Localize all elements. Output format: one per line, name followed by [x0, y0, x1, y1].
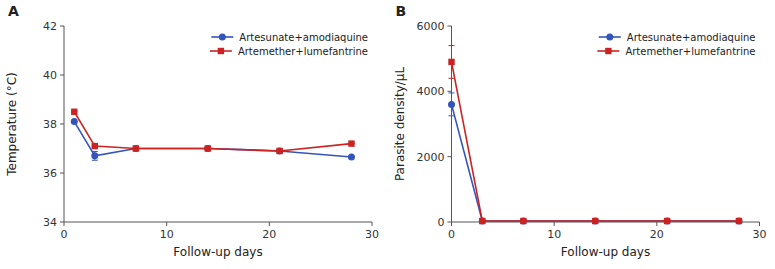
y-tick — [448, 156, 452, 157]
series-line — [74, 122, 351, 158]
data-point — [592, 218, 598, 224]
data-point — [592, 218, 599, 225]
data-point — [479, 218, 486, 225]
error-cap — [449, 92, 455, 93]
x-tick-label: 30 — [365, 228, 379, 241]
x-tick — [554, 222, 555, 226]
panel: A 0 10 20 30 34 36 38 40 42 Follow-up days Temperat… — [5, 3, 379, 259]
error-cap — [92, 160, 98, 161]
x-tick — [269, 222, 270, 226]
y-tick-label: 4000 — [417, 85, 445, 98]
y-tick — [60, 222, 64, 223]
data-point — [204, 145, 211, 152]
data-point — [520, 218, 527, 225]
series-line — [452, 104, 739, 221]
x-axis-label: Follow-up days — [173, 245, 262, 259]
x-tick-label: 0 — [61, 228, 68, 241]
y-tick-label: 42 — [43, 20, 57, 33]
x-tick — [372, 222, 373, 226]
y-axis-label: Temperature (°C) — [5, 72, 19, 177]
y-tick-label: 0 — [438, 216, 445, 229]
x-tick-label: 0 — [448, 228, 455, 241]
data-point — [132, 145, 139, 152]
x-axis-label: Follow-up days — [561, 245, 650, 259]
x-tick-label: 10 — [160, 228, 174, 241]
data-point — [91, 152, 98, 159]
plot-area — [448, 46, 742, 225]
x-tick-label: 20 — [650, 228, 664, 241]
legend-label: Artesunate+amodiaquine — [627, 32, 756, 43]
panel-title: A — [8, 3, 19, 19]
chart-root: A 0 10 20 30 34 36 38 40 42 Follow-up days Temperat… — [0, 0, 775, 269]
error-cap — [92, 151, 98, 152]
panel: B 0 10 20 30 0 2000 4000 6000 Follow-up days Paras… — [393, 3, 767, 259]
x-tick — [166, 222, 167, 226]
error-cap — [449, 115, 455, 116]
y-tick — [448, 222, 452, 223]
series-line — [74, 112, 351, 151]
x-tick — [451, 222, 452, 226]
data-point — [664, 218, 671, 225]
x-tick — [759, 222, 760, 226]
y-tick — [60, 26, 64, 27]
data-point — [133, 145, 139, 151]
data-point — [348, 154, 355, 161]
error-bar — [92, 151, 98, 160]
legend-swatch-marker — [219, 34, 226, 41]
x-tick-label: 20 — [262, 228, 276, 241]
y-axis-label: Parasite density/μL — [393, 67, 407, 182]
error-cap — [449, 78, 455, 79]
y-tick-label: 2000 — [417, 151, 445, 164]
legend-label: Artemether+lumefantrine — [238, 46, 368, 57]
series-line — [452, 62, 739, 221]
y-tick — [60, 124, 64, 125]
y-tick-label: 38 — [43, 118, 57, 131]
data-point — [92, 143, 98, 149]
data-point — [735, 218, 742, 225]
legend-swatch-marker — [218, 48, 224, 54]
x-tick-label: 10 — [547, 228, 561, 241]
data-point — [348, 140, 354, 146]
legend: Artesunate+amodiaquine Artemether+lumefan… — [210, 32, 368, 57]
legend: Artesunate+amodiaquine Artemether+lumefan… — [597, 32, 755, 57]
x-tick — [656, 222, 657, 226]
data-point — [205, 145, 211, 151]
y-tick — [60, 75, 64, 76]
data-point — [71, 109, 77, 115]
x-tick-label: 30 — [753, 228, 767, 241]
data-point — [736, 218, 742, 224]
legend-swatch-marker — [606, 34, 613, 41]
data-point — [276, 147, 283, 154]
x-axis-line — [64, 222, 372, 223]
data-point — [448, 101, 455, 108]
data-point — [276, 148, 282, 154]
data-point — [71, 118, 78, 125]
data-point — [479, 218, 485, 224]
data-point — [448, 59, 454, 65]
x-tick — [64, 222, 65, 226]
y-tick — [448, 91, 452, 92]
data-point — [664, 218, 670, 224]
legend-swatch-marker — [605, 48, 611, 54]
panel-title: B — [396, 3, 407, 19]
legend-label: Artesunate+amodiaquine — [239, 32, 368, 43]
y-tick-label: 40 — [43, 69, 57, 82]
y-tick — [448, 26, 452, 27]
y-tick-label: 34 — [43, 216, 57, 229]
legend-label: Artemether+lumefantrine — [625, 46, 755, 57]
y-tick — [60, 173, 64, 174]
error-bar — [449, 93, 455, 116]
error-bar — [449, 46, 455, 79]
y-axis-line — [451, 26, 452, 222]
y-tick-label: 6000 — [417, 20, 445, 33]
error-cap — [449, 45, 455, 46]
data-point — [520, 218, 526, 224]
plot-area — [71, 109, 355, 161]
y-tick-label: 36 — [43, 167, 57, 180]
